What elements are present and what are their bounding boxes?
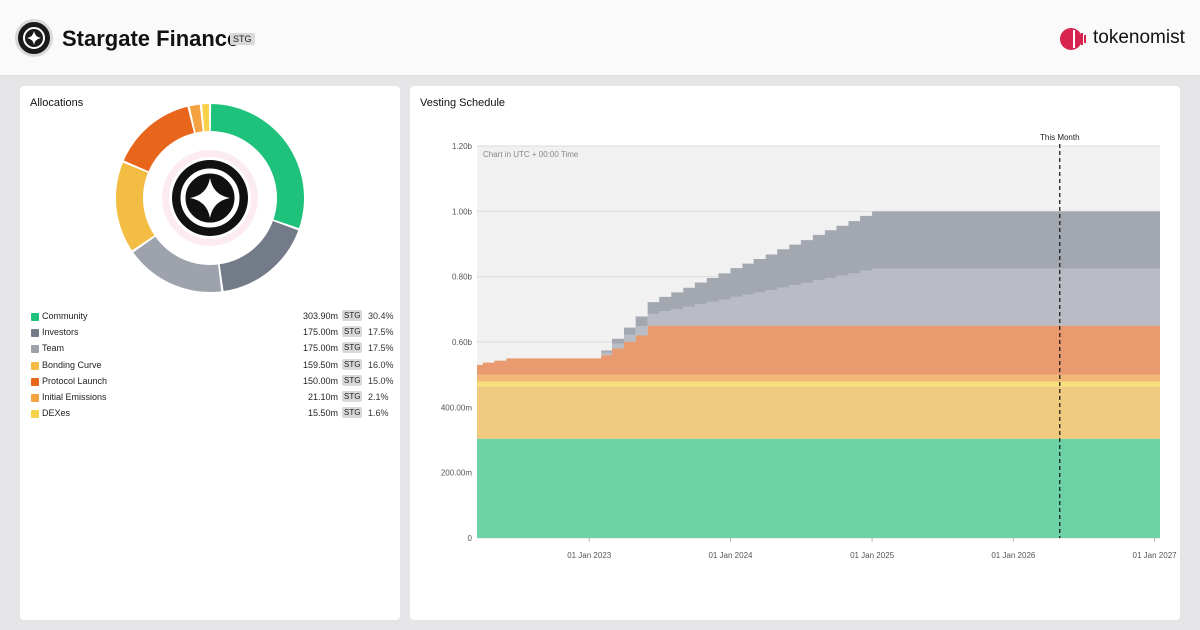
vesting-title: Vesting Schedule <box>420 97 506 109</box>
y-tick-label: 0.80b <box>452 273 473 282</box>
legend-percent: 16.0% <box>368 359 394 370</box>
vesting-area-investors[interactable] <box>477 211 1160 365</box>
x-tick-label: 01 Jan 2023 <box>567 551 612 560</box>
chart-timezone-note: Chart in UTC + 00:00 Time <box>483 150 579 159</box>
brand-name[interactable]: tokenomist <box>1093 27 1185 48</box>
legend-amount: 175.00m <box>302 327 338 338</box>
donut-slice[interactable] <box>202 104 210 132</box>
y-tick-label: 200.00m <box>441 469 472 478</box>
header: Stargate Finance STG tokenomist <box>0 0 1200 76</box>
donut-slice[interactable] <box>123 106 194 172</box>
logo-ring <box>180 168 240 228</box>
donut-slice[interactable] <box>116 162 155 251</box>
vesting-area-dexes[interactable] <box>477 381 1160 387</box>
legend-amount: 159.50m <box>302 359 338 370</box>
legend-swatch <box>31 361 39 370</box>
y-tick-label: 400.00m <box>441 403 472 412</box>
legend-unit-badge: STG <box>342 342 363 354</box>
project-title: Stargate Finance <box>62 26 240 51</box>
legend-unit-badge: STG <box>342 374 363 386</box>
legend-amount: 175.00m <box>302 343 338 354</box>
legend-item[interactable]: Team 175.00m STG 17.5% <box>30 342 394 358</box>
legend-unit-badge: STG <box>342 326 363 338</box>
donut-slice[interactable] <box>133 236 222 292</box>
legend-amount: 150.00m <box>302 375 338 386</box>
legend-label: Team <box>42 343 65 354</box>
x-tick-label: 01 Jan 2026 <box>991 551 1036 560</box>
legend-label: DEXes <box>42 408 71 419</box>
this-month-label: This Month <box>1040 133 1080 142</box>
legend-item[interactable]: Bonding Curve 159.50m STG 16.0% <box>30 358 394 375</box>
y-tick-label: 0 <box>468 534 473 543</box>
vesting-area-bonding-curve[interactable] <box>477 386 1160 439</box>
legend-swatch <box>31 393 39 402</box>
vesting-area-initial-emissions[interactable] <box>477 374 1160 382</box>
allocations-panel: Allocations Community 303.90m STG 30.4% Inve… <box>20 86 400 620</box>
legend-item[interactable]: Initial Emissions 21.10m STG 2.1% <box>30 390 392 407</box>
legend-amount: 21.10m <box>307 391 338 402</box>
legend-unit-badge: STG <box>342 390 363 402</box>
allocation-legend: Community 303.90m STG 30.4% Investors 175.00m… <box>30 310 394 423</box>
legend-amount: 303.90m <box>302 311 338 321</box>
legend-swatch <box>31 313 39 321</box>
legend-label: Initial Emissions <box>42 391 107 402</box>
allocations-title: Allocations <box>30 97 84 109</box>
legend-item[interactable]: Protocol Launch 150.00m STG 15.0% <box>30 374 394 391</box>
tokenomist-logo-icon <box>1060 28 1086 50</box>
y-tick-label: 1.20b <box>452 142 473 151</box>
vesting-area-community[interactable] <box>477 438 1160 538</box>
legend-label: Bonding Curve <box>42 359 102 370</box>
legend-label: Protocol Launch <box>42 375 108 386</box>
vesting-chart: 0 200.00m 400.00m 0.60b 0.80b 1.00b 1.20b 01 Ja… <box>441 133 1178 560</box>
legend-swatch <box>31 377 39 386</box>
allocation-donut-chart <box>116 104 304 292</box>
legend-percent: 2.1% <box>368 391 389 402</box>
vesting-panel: 0 200.00m 400.00m 0.60b 0.80b 1.00b 1.20b 01 Ja… <box>410 86 1180 620</box>
vesting-area-protocol-launch[interactable] <box>477 325 1160 375</box>
y-tick-label: 0.60b <box>452 338 473 347</box>
legend-percent: 30.4% <box>368 311 394 321</box>
legend-amount: 15.50m <box>307 408 338 419</box>
legend-unit-badge: STG <box>342 310 363 321</box>
legend-unit-badge: STG <box>342 358 363 370</box>
logo-star <box>190 178 230 218</box>
legend-swatch <box>31 345 39 354</box>
legend-swatch <box>31 410 39 419</box>
legend-percent: 17.5% <box>368 327 394 338</box>
x-tick-label: 01 Jan 2025 <box>850 551 895 560</box>
legend-label: Community <box>42 311 88 321</box>
legend-item[interactable]: Investors 175.00m STG 17.5% <box>30 326 394 342</box>
y-tick-label: 1.00b <box>452 207 473 216</box>
ticker-badge: STG <box>230 33 255 45</box>
legend-percent: 1.6% <box>368 408 389 419</box>
donut-slice[interactable] <box>219 221 299 292</box>
legend-percent: 17.5% <box>368 343 394 354</box>
legend-percent: 15.0% <box>368 375 394 386</box>
legend-unit-badge: STG <box>342 407 363 419</box>
stargate-logo-icon <box>15 19 53 57</box>
donut-slice[interactable] <box>189 104 203 133</box>
legend-item[interactable]: Community 303.90m STG 30.4% <box>30 310 394 326</box>
vesting-area-team[interactable] <box>477 268 1160 365</box>
x-tick-label: 01 Jan 2027 <box>1133 551 1178 560</box>
donut-slice[interactable] <box>210 104 304 229</box>
legend-swatch <box>31 329 39 338</box>
legend-item[interactable]: DEXes 15.50m STG 1.6% <box>30 407 392 423</box>
x-tick-label: 01 Jan 2024 <box>708 551 753 560</box>
legend-label: Investors <box>42 327 79 338</box>
